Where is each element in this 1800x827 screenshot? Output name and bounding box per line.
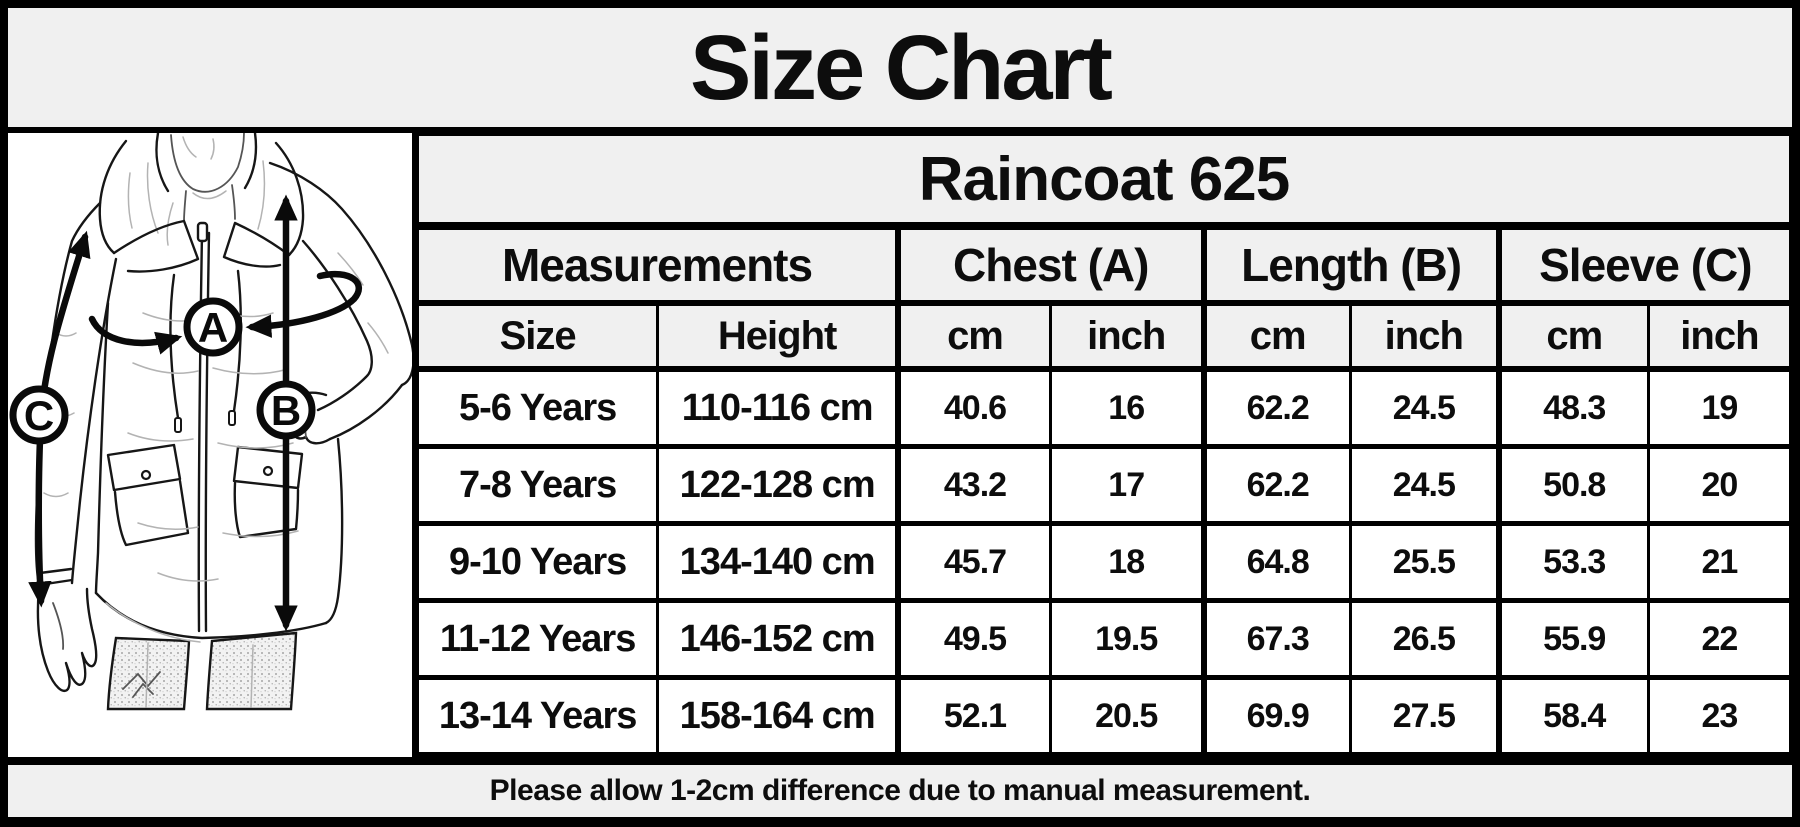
sub-header-row: Size Height cm inch cm inch cm inch bbox=[415, 301, 1793, 372]
cell-height: 122-128 cm bbox=[656, 444, 900, 527]
chest-label-badge: A bbox=[183, 297, 243, 357]
table-row-11-12-years: 11-12 Years 146-152 cm 49.5 19.5 67.3 26… bbox=[415, 598, 1793, 681]
chest-measurement-arrows bbox=[88, 270, 363, 355]
cell-chest-cm: 43.2 bbox=[895, 444, 1052, 527]
header-size: Size bbox=[415, 301, 660, 372]
measurement-disclaimer: Please allow 1-2cm difference due to man… bbox=[489, 774, 1311, 807]
cell-length-inch: 24.5 bbox=[1348, 366, 1501, 450]
footer-bar: Please allow 1-2cm difference due to man… bbox=[8, 765, 1792, 817]
header-sleeve-cm: cm bbox=[1495, 301, 1650, 372]
header-length-inch: inch bbox=[1348, 301, 1501, 372]
header-length-cm: cm bbox=[1200, 301, 1352, 372]
cell-sleeve-cm: 50.8 bbox=[1495, 444, 1650, 527]
cell-chest-cm: 40.6 bbox=[895, 366, 1052, 450]
legs-sketch bbox=[106, 631, 298, 711]
chest-label: A bbox=[198, 304, 228, 351]
page-title: Size Chart bbox=[690, 16, 1113, 119]
table-row-13-14-years: 13-14 Years 158-164 cm 52.1 20.5 69.9 27… bbox=[415, 675, 1793, 757]
cell-sleeve-cm: 55.9 bbox=[1495, 598, 1650, 681]
cell-length-cm: 62.2 bbox=[1200, 444, 1352, 527]
cell-sleeve-inch: 22 bbox=[1646, 598, 1793, 681]
cell-height: 134-140 cm bbox=[656, 521, 900, 604]
raincoat-outline bbox=[34, 133, 412, 708]
cell-size: 13-14 Years bbox=[415, 675, 660, 757]
header-length: Length (B) bbox=[1200, 224, 1501, 306]
table-row-5-6-years: 5-6 Years 110-116 cm 40.6 16 62.2 24.5 4… bbox=[415, 366, 1793, 450]
cell-chest-cm: 52.1 bbox=[895, 675, 1052, 757]
cell-chest-inch: 17 bbox=[1048, 444, 1206, 527]
cell-height: 146-152 cm bbox=[656, 598, 900, 681]
cell-sleeve-inch: 21 bbox=[1646, 521, 1793, 604]
length-label: B bbox=[271, 387, 301, 434]
cell-chest-inch: 19.5 bbox=[1048, 598, 1206, 681]
size-table: Raincoat 625 Measurements Chest (A) Leng… bbox=[415, 133, 1793, 757]
cell-chest-inch: 16 bbox=[1048, 366, 1206, 450]
header-chest-inch: inch bbox=[1048, 301, 1206, 372]
cell-sleeve-cm: 58.4 bbox=[1495, 675, 1650, 757]
header-measurements: Measurements bbox=[416, 224, 900, 306]
sleeve-label-badge: C bbox=[9, 385, 69, 445]
header-sleeve: Sleeve (C) bbox=[1495, 224, 1792, 306]
cell-sleeve-inch: 20 bbox=[1646, 444, 1793, 527]
cell-chest-inch: 20.5 bbox=[1048, 675, 1206, 757]
cell-size: 9-10 Years bbox=[415, 521, 660, 604]
header-chest: Chest (A) bbox=[895, 224, 1206, 306]
cell-chest-cm: 49.5 bbox=[895, 598, 1052, 681]
cell-height: 158-164 cm bbox=[656, 675, 900, 757]
cell-length-inch: 25.5 bbox=[1348, 521, 1501, 604]
cell-size: 5-6 Years bbox=[415, 366, 660, 450]
cell-height: 110-116 cm bbox=[656, 366, 900, 450]
cell-chest-cm: 45.7 bbox=[895, 521, 1052, 604]
cell-size: 11-12 Years bbox=[415, 598, 660, 681]
cell-sleeve-inch: 19 bbox=[1646, 366, 1793, 450]
table-row-9-10-years: 9-10 Years 134-140 cm 45.7 18 64.8 25.5 … bbox=[415, 521, 1793, 604]
title-bar: Size Chart bbox=[8, 8, 1792, 127]
cell-length-cm: 62.2 bbox=[1200, 366, 1352, 450]
cell-size: 7-8 Years bbox=[415, 444, 660, 527]
cell-length-inch: 24.5 bbox=[1348, 444, 1501, 527]
cell-length-cm: 69.9 bbox=[1200, 675, 1352, 757]
measurement-diagram-panel: A B C bbox=[8, 133, 412, 757]
sleeve-label: C bbox=[24, 392, 54, 439]
header-sleeve-inch: inch bbox=[1646, 301, 1793, 372]
header-height: Height bbox=[656, 301, 900, 372]
cell-sleeve-cm: 48.3 bbox=[1495, 366, 1650, 450]
cell-sleeve-inch: 23 bbox=[1646, 675, 1793, 757]
cell-length-inch: 26.5 bbox=[1348, 598, 1501, 681]
cell-length-cm: 67.3 bbox=[1200, 598, 1352, 681]
product-header-row: Raincoat 625 bbox=[416, 133, 1792, 230]
cell-sleeve-cm: 53.3 bbox=[1495, 521, 1650, 604]
cell-chest-inch: 18 bbox=[1048, 521, 1206, 604]
group-header-row: Measurements Chest (A) Length (B) Sleeve… bbox=[416, 224, 1792, 306]
cell-length-cm: 64.8 bbox=[1200, 521, 1352, 604]
cell-length-inch: 27.5 bbox=[1348, 675, 1501, 757]
length-label-badge: B bbox=[256, 380, 316, 440]
header-chest-cm: cm bbox=[895, 301, 1052, 372]
raincoat-sketch: A B C bbox=[9, 133, 412, 711]
size-table-panel: Raincoat 625 Measurements Chest (A) Leng… bbox=[415, 133, 1793, 757]
product-title: Raincoat 625 bbox=[416, 133, 1792, 230]
table-row-7-8-years: 7-8 Years 122-128 cm 43.2 17 62.2 24.5 5… bbox=[415, 444, 1793, 527]
